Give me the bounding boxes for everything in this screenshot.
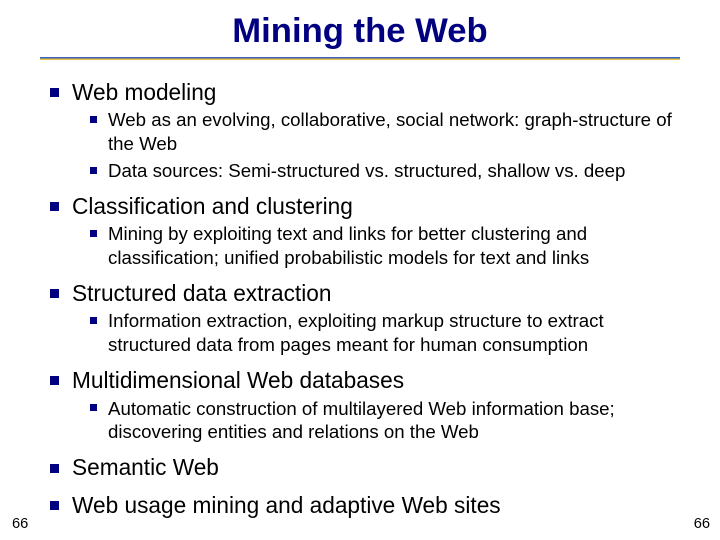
list-item: Web as an evolving, collaborative, socia… (90, 108, 690, 156)
list-item: Web modeling Web as an evolving, collabo… (50, 78, 690, 183)
page-number-right: 66 (694, 516, 710, 532)
list-item: Mining by exploiting text and links for … (90, 222, 690, 270)
list-item: Structured data extraction Information e… (50, 279, 690, 357)
slide-title: Mining the Web (0, 0, 720, 57)
list-item-label: Automatic construction of multilayered W… (108, 398, 615, 443)
sub-list: Web as an evolving, collaborative, socia… (90, 108, 690, 183)
list-item-label: Web usage mining and adaptive Web sites (72, 492, 501, 518)
list-item: Automatic construction of multilayered W… (90, 397, 690, 445)
sub-list: Mining by exploiting text and links for … (90, 222, 690, 270)
list-item-label: Information extraction, exploiting marku… (108, 310, 604, 355)
list-item: Multidimensional Web databases Automatic… (50, 366, 690, 444)
list-item-label: Data sources: Semi-structured vs. struct… (108, 160, 625, 181)
list-item: Data sources: Semi-structured vs. struct… (90, 159, 690, 183)
list-item-label: Semantic Web (72, 454, 219, 480)
list-item-label: Web modeling (72, 79, 216, 105)
list-item-label: Structured data extraction (72, 280, 331, 306)
list-item: Web usage mining and adaptive Web sites (50, 491, 690, 519)
slide-content: Web modeling Web as an evolving, collabo… (0, 60, 720, 519)
list-item-label: Mining by exploiting text and links for … (108, 223, 589, 268)
slide: Mining the Web Web modeling Web as an ev… (0, 0, 720, 540)
sub-list: Automatic construction of multilayered W… (90, 397, 690, 445)
sub-list: Information extraction, exploiting marku… (90, 309, 690, 357)
list-item: Classification and clustering Mining by … (50, 192, 690, 270)
page-number-left: 66 (12, 516, 28, 532)
list-item: Information extraction, exploiting marku… (90, 309, 690, 357)
list-item-label: Web as an evolving, collaborative, socia… (108, 109, 672, 154)
bullet-list: Web modeling Web as an evolving, collabo… (50, 78, 690, 519)
list-item-label: Classification and clustering (72, 193, 353, 219)
list-item-label: Multidimensional Web databases (72, 367, 404, 393)
list-item: Semantic Web (50, 453, 690, 481)
